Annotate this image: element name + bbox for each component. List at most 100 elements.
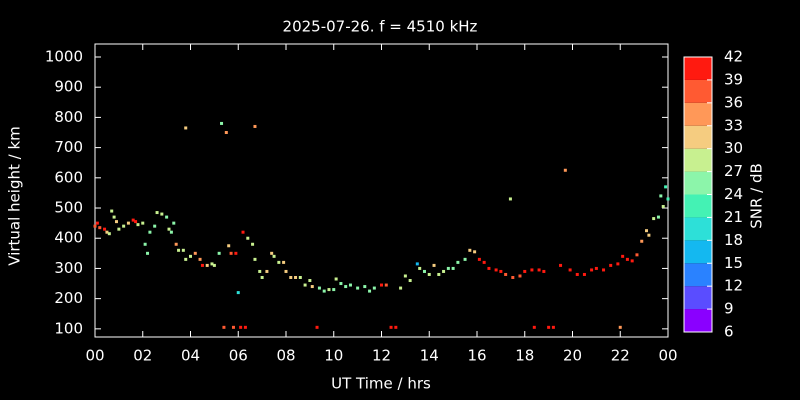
point: [427, 272, 431, 276]
point: [322, 289, 326, 293]
point: [563, 168, 567, 172]
point: [332, 288, 336, 292]
colorbar-tick-label: 39: [724, 70, 743, 88]
point: [265, 269, 269, 273]
y-tick-label: 400: [54, 229, 83, 247]
colorbar-band: [684, 286, 712, 310]
point: [437, 272, 441, 276]
point: [148, 230, 152, 234]
y-tick-label: 1000: [45, 47, 83, 65]
point: [473, 250, 477, 254]
point: [315, 325, 319, 329]
point: [220, 121, 224, 125]
point: [482, 260, 486, 264]
point: [647, 233, 651, 237]
point: [146, 251, 150, 255]
point: [568, 268, 572, 272]
point: [666, 197, 670, 201]
point: [177, 248, 181, 252]
y-tick-label: 900: [54, 78, 83, 96]
colorbar-band: [684, 309, 712, 332]
point: [107, 232, 111, 236]
point: [339, 282, 343, 286]
y-tick-label: 600: [54, 168, 83, 186]
point: [442, 269, 446, 273]
colorbar-tick-label: 27: [724, 162, 743, 180]
x-tick-label: 10: [324, 347, 343, 365]
colorbar-tick-label: 6: [724, 323, 734, 341]
point: [582, 272, 586, 276]
point: [222, 325, 226, 329]
point: [640, 239, 644, 243]
point: [234, 251, 238, 255]
y-tick-label: 800: [54, 108, 83, 126]
point: [384, 283, 388, 287]
point: [652, 217, 656, 221]
point: [477, 257, 481, 261]
point: [184, 126, 188, 130]
colorbar-tick-label: 33: [724, 116, 743, 134]
colorbar-band: [684, 57, 712, 80]
point: [499, 269, 503, 273]
colorbar-band: [684, 263, 712, 287]
x-tick-label: 22: [611, 347, 630, 365]
point: [236, 291, 240, 295]
point: [160, 212, 164, 216]
point: [181, 248, 185, 252]
y-tick-label: 200: [54, 289, 83, 307]
point: [126, 221, 130, 225]
point: [241, 230, 245, 234]
point: [200, 263, 204, 267]
point: [542, 269, 546, 273]
point: [153, 224, 157, 228]
point: [229, 251, 233, 255]
colorbar-tick-label: 21: [724, 208, 743, 226]
point: [258, 269, 262, 273]
point: [217, 251, 221, 255]
point: [117, 227, 121, 231]
point: [618, 325, 622, 329]
point: [169, 230, 173, 234]
point: [394, 325, 398, 329]
point: [239, 325, 243, 329]
x-tick-label: 00: [85, 347, 104, 365]
point: [193, 251, 197, 255]
point: [372, 286, 376, 290]
colorbar-band: [684, 148, 712, 172]
point: [451, 266, 455, 270]
point: [356, 286, 360, 290]
point: [253, 124, 257, 128]
point: [282, 260, 286, 264]
point: [136, 223, 140, 227]
point: [105, 230, 109, 234]
point: [422, 269, 426, 273]
point: [122, 224, 126, 228]
colorbar-tick-label: 18: [724, 231, 743, 249]
point: [537, 268, 541, 272]
point: [155, 211, 159, 215]
point: [317, 286, 321, 290]
point: [205, 263, 209, 267]
point: [518, 274, 522, 278]
point: [272, 254, 276, 258]
x-tick-label: 04: [181, 347, 200, 365]
point: [389, 325, 393, 329]
point: [659, 194, 663, 198]
point: [289, 275, 293, 279]
colorbar-label: SNR / dB: [748, 163, 766, 229]
point: [298, 275, 302, 279]
point: [415, 262, 419, 266]
point: [609, 263, 613, 267]
colorbar-tick-label: 9: [724, 300, 734, 318]
colorbar-tick-label: 30: [724, 139, 743, 157]
x-tick-label: 02: [133, 347, 152, 365]
point: [547, 325, 551, 329]
point: [446, 266, 450, 270]
point: [344, 285, 348, 289]
point: [664, 185, 668, 189]
point: [131, 218, 135, 222]
point: [103, 227, 107, 231]
y-tick-label: 100: [54, 319, 83, 337]
colorbar-tick-label: 36: [724, 93, 743, 111]
point: [334, 277, 338, 281]
